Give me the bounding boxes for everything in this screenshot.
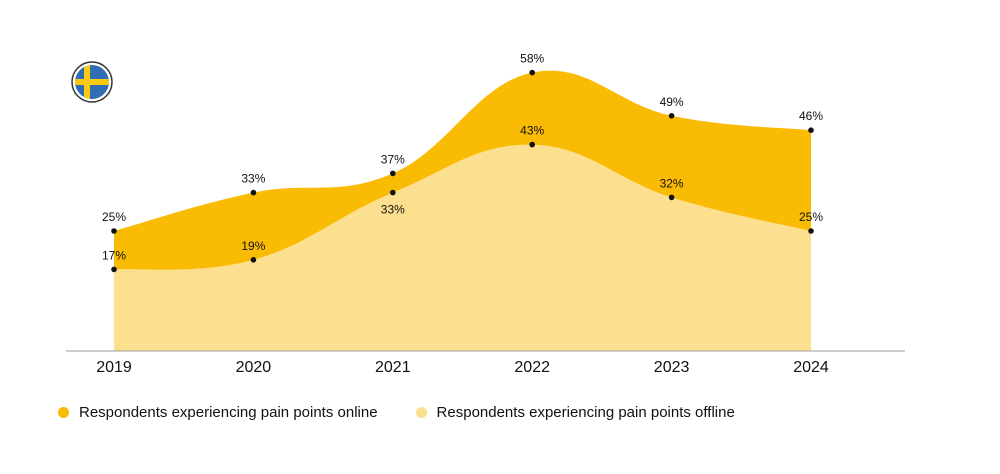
data-label-online-2024: 46% <box>799 109 823 123</box>
legend-label-offline: Respondents experiencing pain points off… <box>436 404 735 421</box>
marker-offline-2019 <box>111 266 117 273</box>
marker-offline-2021 <box>390 189 396 196</box>
x-tick-label-2019: 2019 <box>96 359 132 376</box>
data-label-online-2021: 37% <box>381 152 405 166</box>
data-label-offline-2023: 32% <box>660 176 684 190</box>
legend-marker-offline <box>415 407 427 418</box>
legend-marker-online <box>58 407 69 418</box>
data-label-offline-2024: 25% <box>799 210 823 224</box>
data-label-online-2023: 49% <box>660 95 684 109</box>
marker-online-2019 <box>111 228 117 234</box>
x-tick-label-2024: 2024 <box>793 359 829 376</box>
marker-online-2021 <box>390 170 396 177</box>
data-label-online-2020: 33% <box>241 172 265 186</box>
x-tick-label-2021: 2021 <box>375 359 411 376</box>
area-offline <box>114 144 811 351</box>
marker-online-2022 <box>529 69 535 76</box>
marker-online-2024 <box>808 127 814 133</box>
data-label-offline-2022: 43% <box>520 124 544 138</box>
data-label-online-2022: 58% <box>520 52 544 66</box>
marker-online-2023 <box>668 113 675 119</box>
legend: Respondents experiencing pain points onl… <box>58 404 773 421</box>
marker-offline-2023 <box>668 194 675 201</box>
data-label-offline-2020: 19% <box>241 239 265 253</box>
data-label-offline-2019: 17% <box>102 248 126 262</box>
legend-item-online: Respondents experiencing pain points onl… <box>58 404 378 421</box>
marker-online-2020 <box>250 189 257 196</box>
data-label-online-2019: 25% <box>102 210 126 224</box>
legend-item-offline: Respondents experiencing pain points off… <box>415 404 735 421</box>
legend-label-online: Respondents experiencing pain points onl… <box>79 404 378 421</box>
marker-offline-2020 <box>250 257 257 263</box>
x-tick-label-2020: 2020 <box>236 359 272 376</box>
marker-offline-2022 <box>529 141 535 148</box>
marker-offline-2024 <box>808 228 814 234</box>
x-tick-label-2023: 2023 <box>654 359 690 376</box>
x-tick-label-2022: 2022 <box>514 359 550 376</box>
sweden-flag-icon <box>71 61 113 103</box>
data-label-offline-2021: 33% <box>381 203 405 217</box>
